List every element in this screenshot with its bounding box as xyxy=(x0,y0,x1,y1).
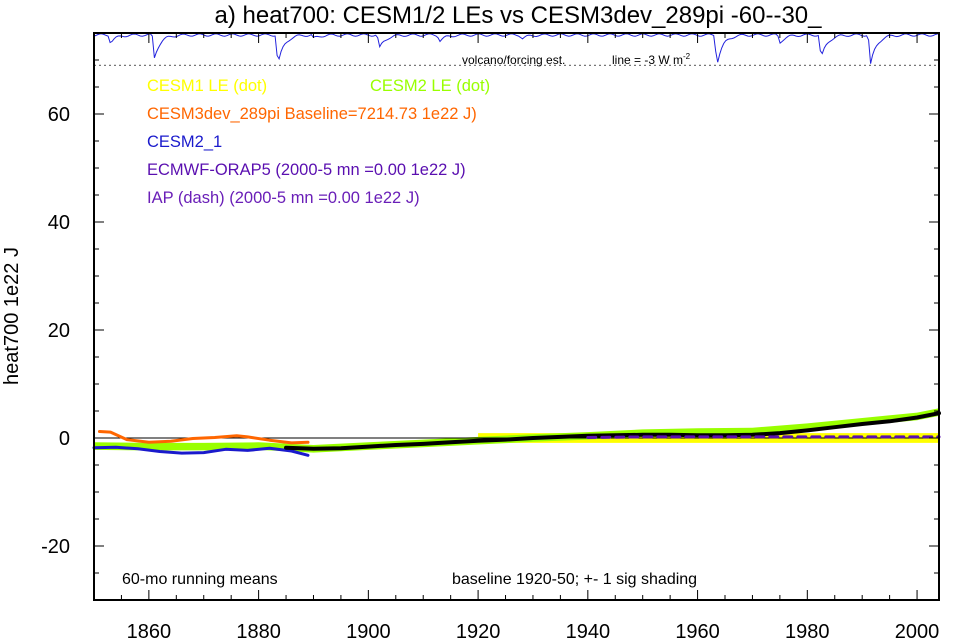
x-tick-label: 1940 xyxy=(566,621,611,641)
volcano-forcing-line xyxy=(93,33,940,64)
x-tick-label: 1960 xyxy=(675,621,720,641)
plot-frame xyxy=(93,32,940,601)
series-line xyxy=(98,430,310,445)
legend-entry: ECMWF-ORAP5 (2000-5 mn =0.00 1e22 J) xyxy=(147,161,466,179)
y-axis-label: heat700 1e22 J xyxy=(1,247,23,385)
y-tick-label: 40 xyxy=(48,212,70,234)
line-label: line = -3 W m-2 xyxy=(612,52,691,67)
legend-entry: CESM2_1 xyxy=(147,133,222,151)
x-tick-label: 1900 xyxy=(346,621,391,641)
x-tick-label: 1920 xyxy=(456,621,501,641)
series-line xyxy=(586,435,941,439)
x-tick-label: 2000 xyxy=(895,621,940,641)
series-line xyxy=(92,445,310,457)
y-tick-label: -20 xyxy=(41,536,70,558)
chart-title: a) heat700: CESM1/2 LEs vs CESM3dev_289p… xyxy=(215,2,823,29)
volcano-label: volcano/forcing est. xyxy=(462,53,565,67)
plot-area: 1860 1880 1900 1920 1940 1960 1980 2000 -20 0 20 40… xyxy=(41,32,941,641)
y-tick-label: 0 xyxy=(59,428,70,450)
x-tick-label: 1860 xyxy=(127,621,172,641)
y-tick-label: 60 xyxy=(48,104,70,126)
legend-entry: IAP (dash) (2000-5 mn =0.00 1e22 J) xyxy=(147,189,420,207)
series-band xyxy=(94,408,939,453)
baseline-note: baseline 1920-50; +- 1 sig shading xyxy=(452,571,697,588)
legend-entry: CESM3dev_289pi Baseline=7214.73 1e22 J) xyxy=(147,105,477,123)
series-line xyxy=(284,411,941,451)
line-label-superscript: -2 xyxy=(683,52,691,61)
y-tick-label: 20 xyxy=(48,320,70,342)
legend-entry: CESM2 LE (dot) xyxy=(370,77,490,95)
x-tick-label: 1880 xyxy=(236,621,281,641)
x-tick-label: 1980 xyxy=(785,621,830,641)
running-means-note: 60-mo running means xyxy=(122,571,278,588)
legend-entry: CESM1 LE (dot) xyxy=(147,77,267,95)
